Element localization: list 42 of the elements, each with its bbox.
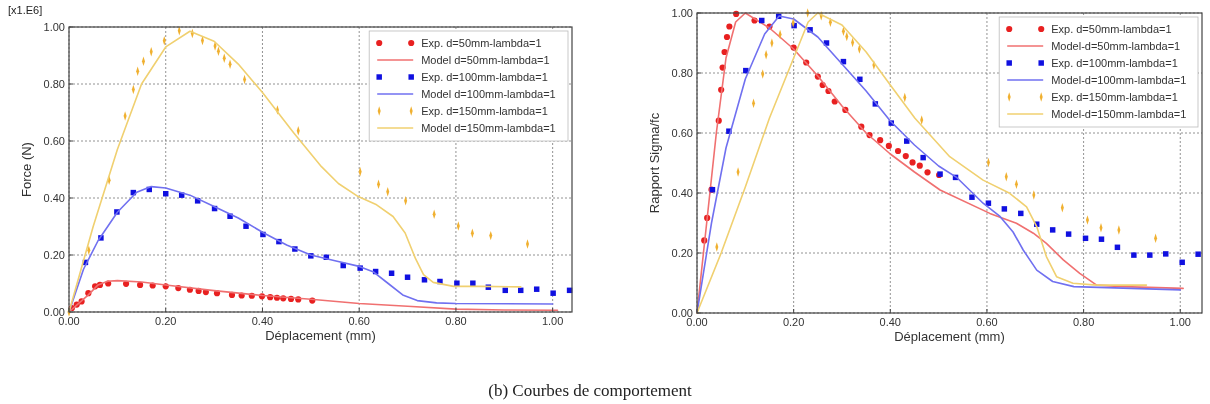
y-tick-label: 1.00 [43,21,65,33]
x-tick-label: 1.00 [541,315,564,327]
y-tick-label: 0.20 [671,247,693,259]
x-tick-label: 0.40 [251,315,274,327]
y-tick-label: 0.80 [43,78,65,90]
legend-label: Exp. d=150mm-lambda=1 [421,105,548,117]
x-tick-label: 0.60 [976,316,998,328]
legend-label: Exp. d=150mm-lambda=1 [1051,91,1178,103]
x-axis-title: Déplacement (mm) [894,329,1005,344]
legend-label: Model d=50mm-lambda=1 [421,54,550,66]
y-tick-label: 0.80 [671,67,693,79]
legend-label: Model d=150mm-lambda=1 [421,122,556,134]
x-tick-label: 1.00 [1169,316,1191,328]
y-axis-title: Rapport Sigma/fc [647,112,662,214]
x-tick-label: 0.00 [686,316,708,328]
legend-label: Exp. d=50mm-lambda=1 [421,37,542,49]
y-tick-label: 1.00 [671,7,693,19]
text: (b) Courbes de comportement [488,381,693,400]
legend-label: Model-d=150mm-lambda=1 [1051,108,1187,120]
x-tick-label: 0.80 [445,315,467,327]
legend-label: Model-d=50mm-lambda=1 [1051,40,1181,52]
x-tick-label: 0.20 [782,316,805,328]
x-tick-label: 0.20 [155,315,177,327]
y-tick-label: 0.40 [671,187,693,199]
x-tick-label: 0.40 [879,316,902,328]
y-tick-label: 0.40 [43,192,65,204]
x-tick-label: 0.00 [58,315,80,327]
y-tick-label: 0.60 [43,135,65,147]
legend-label: Model-d=100mm-lambda=1 [1051,74,1187,86]
text: [x1.E6] [8,4,43,16]
x-tick-label: 0.80 [1072,316,1095,328]
y-tick-label: 0.00 [671,307,693,319]
y-tick-label: 0.00 [43,306,65,318]
y-tick-label: 0.60 [671,127,693,139]
x-axis-title: Déplacement (mm) [265,328,376,343]
y-tick-label: 0.20 [43,249,65,261]
legend-label: Exp. d=50mm-lambda=1 [1051,23,1172,35]
legend-label: Model d=100mm-lambda=1 [421,88,556,100]
legend-label: Exp. d=100mm-lambda=1 [421,71,548,83]
x-tick-label: 0.60 [348,315,370,327]
y-axis-title: Force (N) [19,142,34,197]
legend-label: Exp. d=100mm-lambda=1 [1051,57,1178,69]
